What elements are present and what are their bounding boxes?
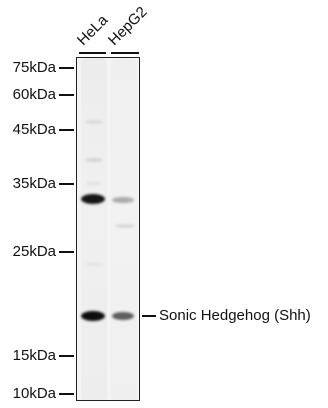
band-hela-32kda xyxy=(81,194,105,204)
western-blot-membrane xyxy=(76,57,140,401)
faint-band xyxy=(85,158,103,162)
marker-label: 15kDa xyxy=(12,347,56,364)
lane-label-hela: HeLa xyxy=(73,11,112,49)
marker-label: 75kDa xyxy=(12,59,56,76)
marker-label: 25kDa xyxy=(12,243,56,260)
marker-label: 45kDa xyxy=(12,121,56,138)
marker-10kda: 10kDa xyxy=(0,385,74,403)
marker-tick xyxy=(59,67,74,69)
marker-25kda: 25kDa xyxy=(0,243,74,261)
marker-15kda: 15kDa xyxy=(0,347,74,365)
faint-band xyxy=(85,263,103,266)
faint-band xyxy=(115,224,135,228)
marker-75kda: 75kDa xyxy=(0,59,74,77)
marker-45kda: 45kDa xyxy=(0,121,74,139)
marker-35kda: 35kDa xyxy=(0,175,74,193)
annotation-pointer xyxy=(142,315,156,317)
marker-label: 60kDa xyxy=(12,86,56,103)
lane-rule-hepg2 xyxy=(111,52,139,54)
lane-smear-hela xyxy=(81,58,107,400)
marker-60kda: 60kDa xyxy=(0,86,74,104)
band-hepg2-shh xyxy=(112,312,134,320)
lane-rule-hela xyxy=(79,52,106,54)
marker-tick xyxy=(59,129,74,131)
marker-tick xyxy=(59,393,74,395)
lane-smear-hepg2 xyxy=(111,58,137,400)
annotation-label: Sonic Hedgehog (Shh) xyxy=(159,307,311,324)
marker-tick xyxy=(59,94,74,96)
marker-label: 10kDa xyxy=(12,385,56,402)
faint-band xyxy=(85,120,103,124)
marker-tick xyxy=(59,251,74,253)
marker-tick xyxy=(59,183,74,185)
band-hela-shh xyxy=(81,311,105,321)
marker-tick xyxy=(59,355,74,357)
lane-label-hepg2: HepG2 xyxy=(104,3,151,50)
marker-label: 35kDa xyxy=(12,175,56,192)
band-hepg2-32kda xyxy=(112,197,134,203)
faint-band xyxy=(86,182,102,185)
